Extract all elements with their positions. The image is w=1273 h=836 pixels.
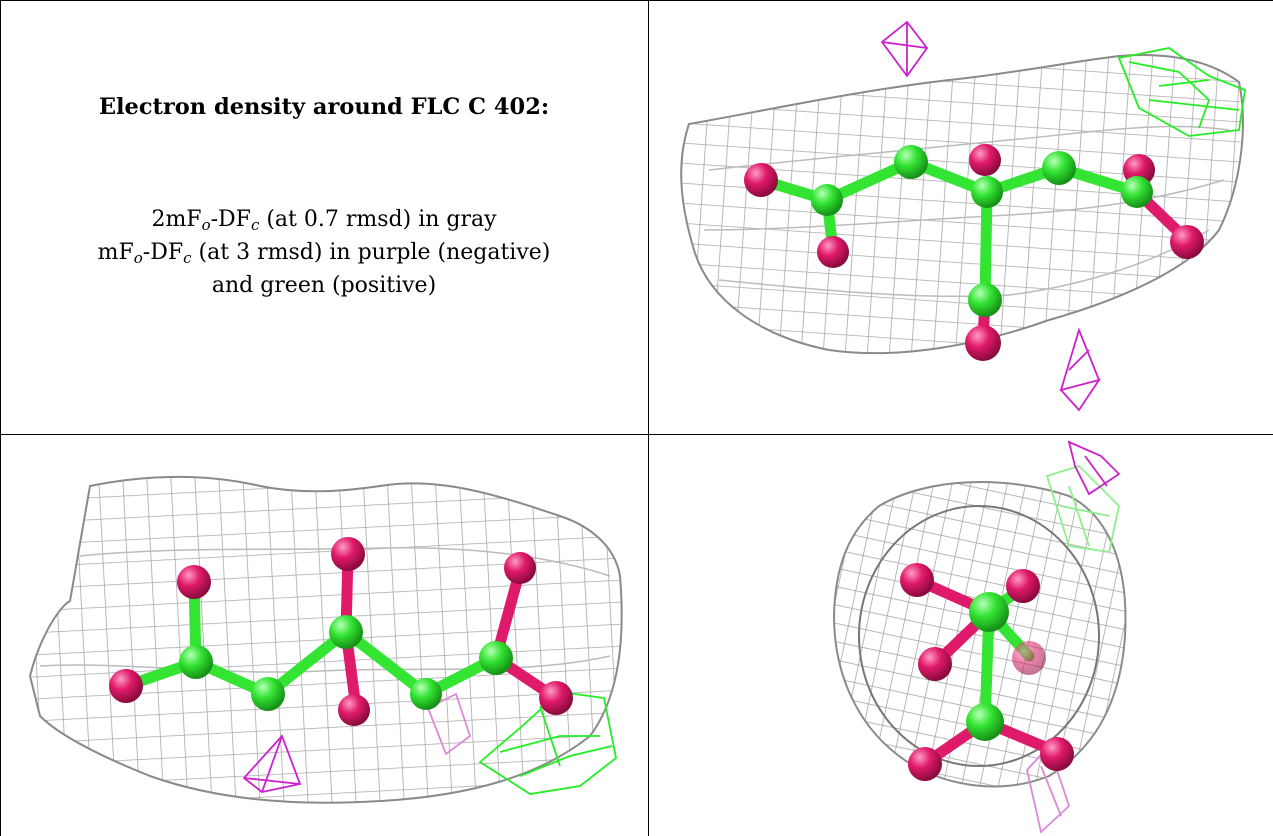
density-view-bottom-left <box>0 436 648 836</box>
caption-line-colors: and green (positive) <box>211 273 437 298</box>
ligand-atoms <box>744 144 1204 361</box>
green-mesh <box>1117 47 1246 137</box>
border-left <box>0 0 1 836</box>
divider-vertical <box>648 0 649 836</box>
caption-line-2fofc: 2mFo-DFc (at 0.7 rmsd) in gray <box>151 207 497 234</box>
caption-panel: Electron density around FLC C 402: 2mFo-… <box>0 0 648 434</box>
density-view-bottom-right <box>649 436 1273 836</box>
figure-title: Electron density around FLC C 402: <box>98 94 550 120</box>
purple-mesh <box>242 692 472 793</box>
gray-mesh <box>28 475 623 804</box>
gray-mesh <box>680 54 1244 355</box>
caption-line-fofc: mFo-DFc (at 3 rmsd) in purple (negative) <box>97 240 551 267</box>
ligand-atoms <box>900 563 1074 781</box>
density-render-bottom-right <box>832 440 1127 834</box>
border-top <box>0 0 1273 1</box>
purple-mesh <box>880 20 1102 412</box>
density-render-bottom-left <box>28 475 623 804</box>
green-mesh <box>1045 464 1120 554</box>
divider-horizontal <box>0 434 1273 435</box>
density-render-top-right <box>680 20 1246 412</box>
gray-mesh <box>832 481 1127 788</box>
ligand-atoms <box>109 537 573 726</box>
green-mesh <box>478 691 617 795</box>
density-view-top-right <box>649 0 1273 434</box>
